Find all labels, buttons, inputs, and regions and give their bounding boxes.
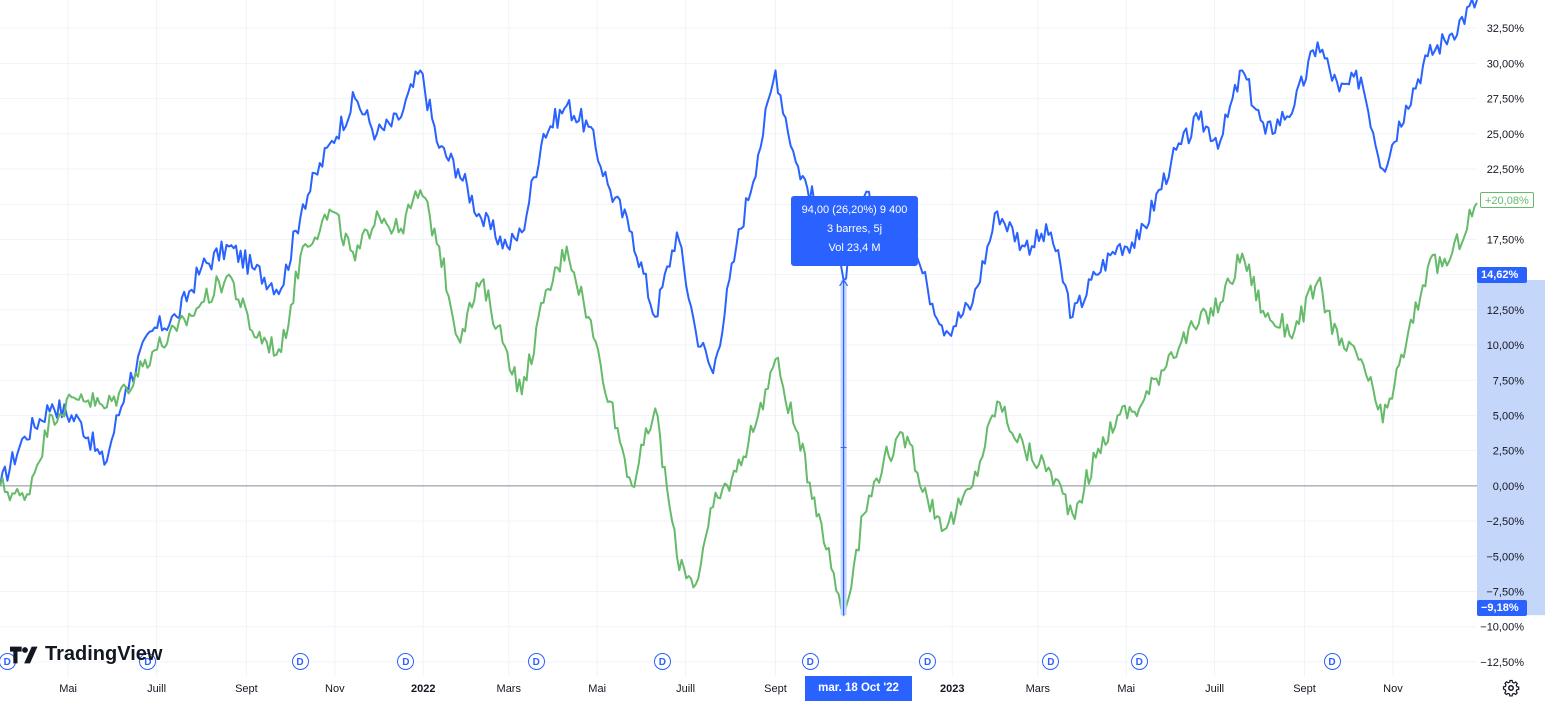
y-tick-label: −7,50% <box>1486 587 1524 599</box>
dividend-marker[interactable]: D <box>1042 653 1060 670</box>
dividend-marker[interactable]: D <box>527 653 545 670</box>
x-tick-label: Sept <box>764 683 787 695</box>
y-tick-label: 2,50% <box>1493 446 1524 458</box>
x-tick-label: Nov <box>325 683 345 695</box>
x-tick-label: Mai <box>59 683 77 695</box>
tradingview-logo-icon <box>10 646 38 663</box>
y-tick-label: 32,50% <box>1487 23 1525 35</box>
dividend-marker[interactable]: D <box>1130 653 1148 670</box>
y-tick-label: 5,00% <box>1493 410 1524 422</box>
tradingview-logo[interactable]: TradingView <box>10 643 162 666</box>
y-tick-label: 12,50% <box>1487 305 1525 317</box>
dividend-marker[interactable]: D <box>291 653 309 670</box>
x-tick-label: Juill <box>147 683 166 695</box>
range-top-value-badge: 14,62% <box>1477 267 1527 283</box>
tooltip-change: 94,00 (26,20%) 9 400 <box>801 204 908 216</box>
y-tick-label: 7,50% <box>1493 375 1524 387</box>
dividend-marker[interactable]: D <box>653 653 671 670</box>
y-tick-label: −12,50% <box>1480 657 1524 669</box>
x-tick-label: Juill <box>1205 683 1224 695</box>
tooltip-bars: 3 barres, 5j <box>826 223 883 235</box>
y-tick-label: −5,00% <box>1486 551 1524 563</box>
y-tick-label: 27,50% <box>1487 94 1525 106</box>
measurement-tooltip: 94,00 (26,20%) 9 400 3 barres, 5j Vol 23… <box>791 196 918 266</box>
y-tick-label: −2,50% <box>1486 516 1524 528</box>
dividend-marker[interactable]: D <box>397 653 415 670</box>
x-tick-label: Sept <box>235 683 258 695</box>
x-tick-label: Mai <box>1117 683 1135 695</box>
gear-icon[interactable] <box>1502 679 1520 697</box>
x-tick-label: Juill <box>676 683 695 695</box>
range-bottom-value-badge: −9,18% <box>1477 600 1527 616</box>
green-series-last-value-badge: +20,08% <box>1480 192 1534 208</box>
y-tick-label: 22,50% <box>1487 164 1525 176</box>
x-tick-label: Mars <box>497 683 522 695</box>
dividend-marker[interactable]: D <box>1323 653 1341 670</box>
y-tick-label: 30,00% <box>1487 58 1525 70</box>
x-tick-label: 2023 <box>940 683 964 695</box>
dividend-marker[interactable]: D <box>801 653 819 670</box>
crosshair-date-label: mar. 18 Oct '22 <box>805 676 912 701</box>
measurement-range-band <box>1477 279 1545 616</box>
x-tick-label: Mars <box>1026 683 1051 695</box>
series-lines <box>0 0 1478 617</box>
measurement-arrow <box>839 278 849 287</box>
series-line-green <box>0 189 1478 617</box>
x-tick-label: Nov <box>1383 683 1403 695</box>
y-tick-label: −10,00% <box>1480 622 1524 634</box>
y-tick-label: 17,50% <box>1487 234 1525 246</box>
y-tick-label: 10,00% <box>1487 340 1525 352</box>
x-tick-label: Sept <box>1293 683 1316 695</box>
y-axis[interactable]: 32,50% 30,00% 27,50% 25,00% 22,50% 17,50% 12,5… <box>1480 23 1524 669</box>
y-tick-label: 25,00% <box>1487 129 1525 141</box>
brand-name: TradingView <box>45 643 163 665</box>
dividend-marker[interactable]: D <box>919 653 937 670</box>
x-axis[interactable]: Mai Juill Sept Nov 2022 Mars Mai Juill Sept 2023 M… <box>59 683 1403 695</box>
x-tick-label: Mai <box>588 683 606 695</box>
series-line-blue <box>0 0 1478 487</box>
y-tick-label: 0,00% <box>1493 481 1524 493</box>
measurement-tool[interactable] <box>839 278 849 616</box>
tooltip-volume: Vol 23,4 M <box>828 242 881 254</box>
x-tick-label: 2022 <box>411 683 435 695</box>
dividend-marker[interactable]: D <box>139 653 157 670</box>
